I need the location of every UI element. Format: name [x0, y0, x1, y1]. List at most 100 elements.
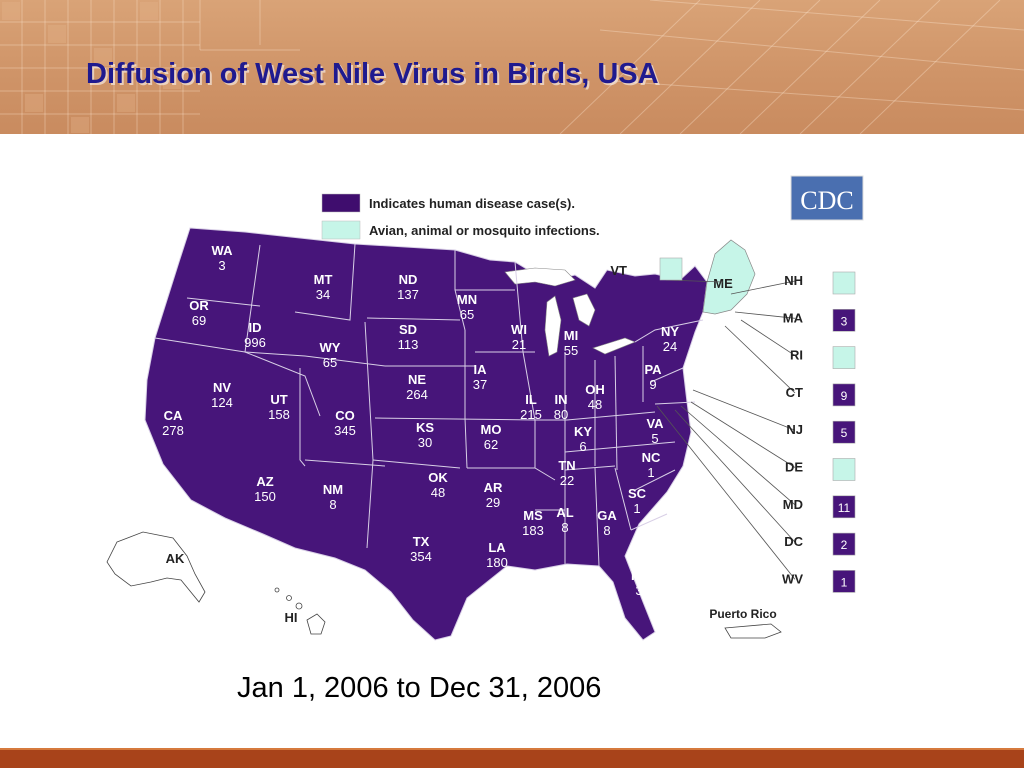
- callout-box-dc: [832, 532, 856, 556]
- alaska-shape: [106, 531, 206, 603]
- us-map: Indicates human disease case(s). Avian, …: [95, 170, 875, 645]
- state-label-or: OR: [189, 298, 209, 313]
- hawaii-island-small-2: [286, 595, 292, 601]
- puerto-rico-shape: [724, 623, 782, 639]
- state-label-mt: MT: [314, 272, 333, 287]
- callout-label-ri: RI: [790, 348, 803, 363]
- state-count-tn: 22: [560, 473, 574, 488]
- callout-label-ma: MA: [783, 310, 804, 325]
- callout-count-wv: 1: [841, 575, 848, 589]
- state-count-ut: 158: [268, 407, 290, 422]
- state-count-ms: 183: [522, 523, 544, 538]
- state-label-ga: GA: [597, 508, 617, 523]
- callout-box-nj: [832, 420, 856, 444]
- callout-box-md: [832, 495, 856, 519]
- state-label-ia: IA: [474, 362, 488, 377]
- callout-box-ma: [832, 309, 856, 332]
- state-label-wy: WY: [320, 340, 341, 355]
- date-range: Jan 1, 2006 to Dec 31, 2006: [237, 672, 602, 704]
- state-label-mn: MN: [457, 292, 477, 307]
- state-count-al: 8: [561, 520, 568, 535]
- callout-line-nj: [692, 389, 796, 431]
- legend-label-animal: Avian, animal or mosquito infections.: [369, 223, 600, 238]
- callout-count-dc: 2: [841, 538, 848, 552]
- callout-line-nh: [730, 280, 796, 295]
- cdc-logo-text: CDC: [800, 186, 853, 215]
- state-count-in: 80: [554, 407, 568, 422]
- state-label-id: ID: [249, 320, 262, 335]
- state-label-la: LA: [488, 540, 506, 555]
- state-count-sd: 113: [398, 337, 419, 352]
- state-count-id: 996: [244, 335, 266, 350]
- callout-label-nh: NH: [784, 273, 803, 288]
- state-label-wi: WI: [511, 322, 527, 337]
- footer-accent-line: [0, 748, 1024, 750]
- state-count-ne: 264: [406, 387, 428, 402]
- hawaii-island-main: [306, 613, 326, 635]
- state-label-ar: AR: [484, 480, 503, 495]
- cdc-logo: CDC: [790, 175, 864, 221]
- state-count-ar: 29: [486, 495, 500, 510]
- state-count-va: 5: [651, 431, 658, 446]
- us-map-svg: Indicates human disease case(s). Avian, …: [106, 175, 864, 641]
- us-landmass: [144, 227, 708, 641]
- state-borders: [154, 243, 704, 567]
- state-label-in: IN: [555, 392, 568, 407]
- callout-box-nh: [832, 271, 856, 295]
- callout-line-ma: [734, 311, 796, 319]
- callout-label-ct: CT: [786, 385, 803, 400]
- map-label-hawaii: HI: [285, 610, 298, 625]
- state-label-ms: MS: [523, 508, 543, 523]
- hawaii-island-small-3: [274, 587, 280, 593]
- state-label-oh: OH: [585, 382, 605, 397]
- map-label-alaska: AK: [166, 551, 185, 566]
- callout-line-md: [680, 405, 796, 506]
- northeast-animal-region: [702, 239, 756, 315]
- callout-label-dc: DC: [784, 534, 803, 549]
- state-count-co: 345: [334, 423, 356, 438]
- footer-bar: [0, 748, 1024, 768]
- state-count-nc: 1: [647, 465, 654, 480]
- callout-line-dc: [674, 409, 796, 543]
- state-count-ca: 278: [162, 423, 184, 438]
- state-label-ca: CA: [164, 408, 183, 423]
- state-label-ne: NE: [408, 372, 426, 387]
- hawaii-island-small-1: [295, 602, 303, 610]
- state-count-wy: 65: [323, 355, 337, 370]
- callout-label-md: MD: [783, 497, 803, 512]
- state-label-me: ME: [713, 276, 733, 291]
- state-count-la: 180: [486, 555, 508, 570]
- state-label-sd: SD: [399, 322, 417, 337]
- callout-line-ri: [740, 319, 796, 356]
- state-label-co: CO: [335, 408, 355, 423]
- state-count-nv: 124: [211, 395, 233, 410]
- legend-label-human: Indicates human disease case(s).: [369, 196, 575, 211]
- callout-label-wv: WV: [782, 571, 803, 586]
- state-count-or: 69: [192, 313, 206, 328]
- hawaii: HI: [274, 587, 326, 635]
- callout-line-de: [690, 401, 796, 468]
- state-count-mn: 65: [460, 307, 474, 322]
- state-count-il: 215: [520, 407, 542, 422]
- state-count-wi: 21: [512, 337, 526, 352]
- state-count-mo: 62: [484, 437, 498, 452]
- state-count-pa: 9: [649, 377, 656, 392]
- callout-line-vt: [665, 279, 724, 283]
- callout-label-vt: VT: [610, 263, 627, 278]
- page-title: Diffusion of West Nile Virus in Birds, U…: [86, 58, 659, 90]
- legend: Indicates human disease case(s). Avian, …: [321, 193, 600, 240]
- state-label-ut: UT: [270, 392, 287, 407]
- state-count-ga: 8: [603, 523, 610, 538]
- header-banner: Diffusion of West Nile Virus in Birds, U…: [0, 0, 1024, 134]
- callout-label-de: DE: [785, 460, 803, 475]
- state-count-mt: 34: [316, 287, 330, 302]
- state-label-fl: FL: [631, 568, 647, 583]
- legend-swatch-animal: [321, 220, 361, 240]
- state-count-tx: 354: [410, 549, 432, 564]
- state-label-mo: MO: [481, 422, 502, 437]
- state-label-sc: SC: [628, 486, 647, 501]
- callout-count-nj: 5: [841, 426, 848, 440]
- callout-count-md: 11: [838, 501, 851, 515]
- state-label-ny: NY: [661, 324, 679, 339]
